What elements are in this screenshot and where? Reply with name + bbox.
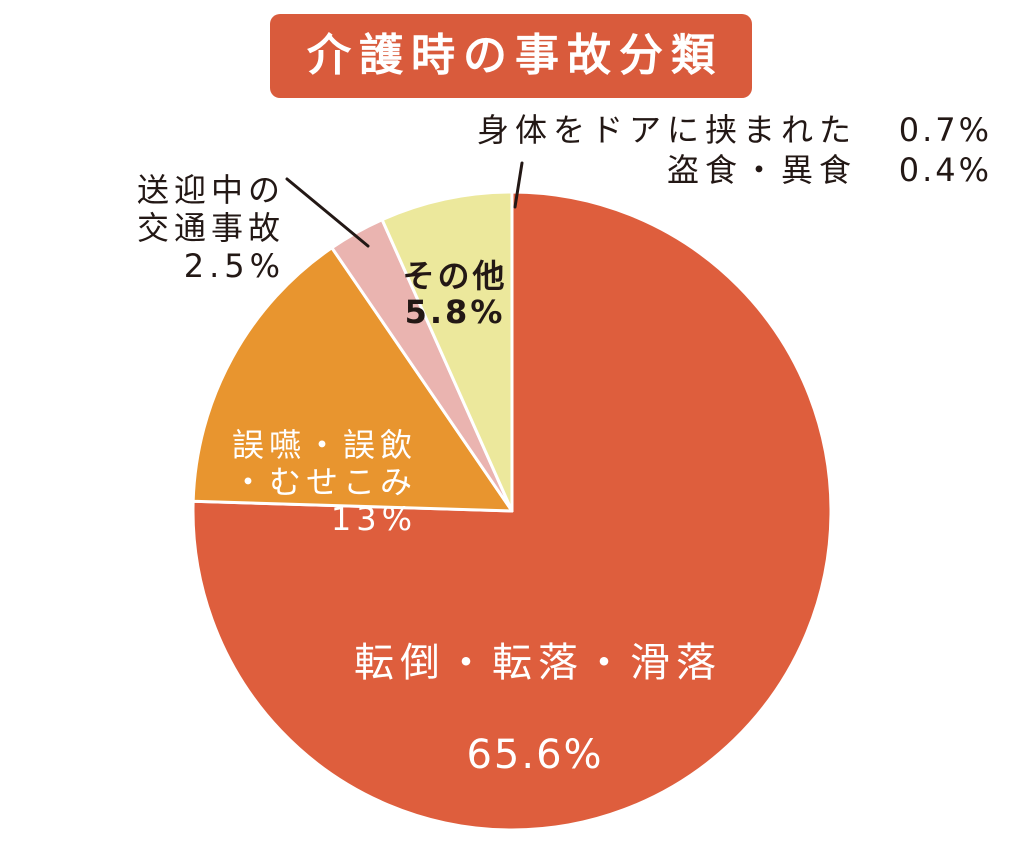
slice-label-group-transport-accident: 送迎中の 交通事故 2.5% — [95, 133, 285, 323]
chart-title: 介護時の事故分類 — [270, 14, 752, 98]
leader-line-transport — [285, 177, 370, 248]
callout-food-theft: 盗食・異食 0.4% — [477, 150, 992, 190]
slice-value-falls: 65.6% — [466, 732, 604, 778]
slice-label-falls: 転倒・転落・滑落 — [354, 640, 722, 686]
pie-slices — [191, 190, 833, 832]
callout-label-door-pinch: 身体をドアに挟まれた — [476, 111, 857, 149]
callout-door-pinch: 身体をドアに挟まれた 0.7% — [477, 110, 992, 150]
callout-label-food-theft: 盗食・異食 — [666, 151, 857, 189]
callout-value-door-pinch: 0.7% — [898, 111, 992, 149]
slice-value-other: 5.8% — [404, 293, 506, 331]
slice-value-aspiration: 13% — [330, 500, 417, 538]
slice-label-other: その他 — [402, 257, 508, 295]
slice-label-transport-accident: 送迎中の 交通事故 — [136, 171, 285, 247]
small-item-callouts: 身体をドアに挟まれた 0.7% 盗食・異食 0.4% — [477, 110, 992, 190]
slice-label-group-other: その他 5.8% — [385, 222, 525, 366]
slice-label-group-aspiration: 誤嚥・誤飲 ・むせこみ 13% — [195, 390, 417, 575]
slice-label-aspiration: 誤嚥・誤飲 ・むせこみ — [231, 426, 417, 501]
callout-value-food-theft: 0.4% — [898, 151, 992, 189]
slice-label-group-falls: 転倒・転落・滑落 65.6% — [335, 594, 735, 824]
leader-line-small-items — [513, 161, 524, 209]
slice-value-transport-accident: 2.5% — [183, 247, 285, 285]
slice-aspiration — [191, 246, 514, 513]
slice-other — [380, 190, 514, 513]
